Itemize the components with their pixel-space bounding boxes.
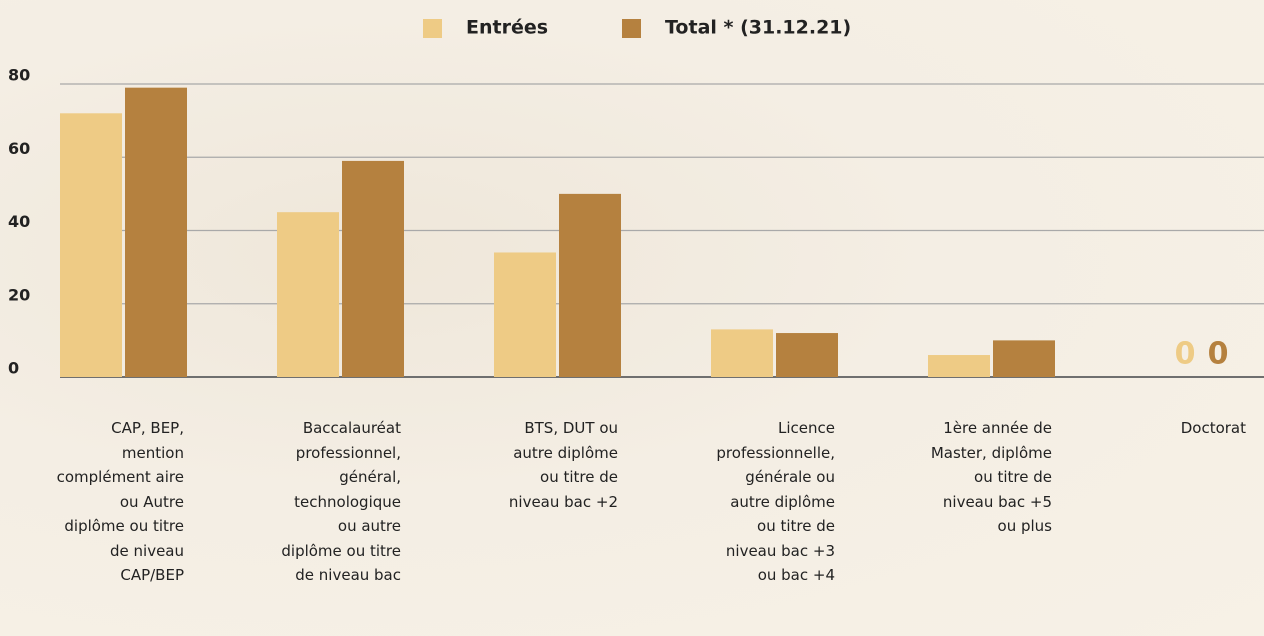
legend-swatch bbox=[423, 19, 442, 38]
bar bbox=[60, 113, 122, 378]
legend-label: Total * (31.12.21) bbox=[665, 17, 851, 39]
zero-value-label: 0 bbox=[1175, 337, 1196, 372]
bar bbox=[928, 355, 990, 377]
bar bbox=[711, 329, 773, 377]
y-tick-label: 60 bbox=[8, 139, 30, 158]
zero-value-label: 0 bbox=[1208, 337, 1229, 372]
y-tick-label: 80 bbox=[8, 66, 30, 85]
bar bbox=[776, 333, 838, 377]
x-tick-label: Baccalauréat professionnel, général, tec… bbox=[281, 419, 401, 584]
bar bbox=[125, 87, 187, 377]
bar bbox=[277, 212, 339, 377]
legend-label: Entrées bbox=[466, 17, 548, 39]
y-tick-label: 40 bbox=[8, 212, 30, 231]
y-tick-label: 0 bbox=[8, 359, 19, 378]
x-tick-label: Licence professionnelle, générale ou aut… bbox=[716, 419, 835, 584]
x-tick-label: BTS, DUT ou autre diplôme ou titre de ni… bbox=[508, 419, 618, 511]
bar bbox=[993, 340, 1055, 377]
y-tick-label: 20 bbox=[8, 285, 30, 304]
legend-swatch bbox=[622, 19, 641, 38]
x-tick-label: Doctorat bbox=[1180, 419, 1246, 437]
bar bbox=[559, 193, 621, 377]
bar bbox=[494, 252, 556, 377]
x-tick-label: 1ère année de Master, diplôme ou titre d… bbox=[930, 419, 1052, 535]
x-tick-label: CAP, BEP, mention complément aire ou Aut… bbox=[56, 419, 184, 584]
bar bbox=[342, 160, 404, 377]
